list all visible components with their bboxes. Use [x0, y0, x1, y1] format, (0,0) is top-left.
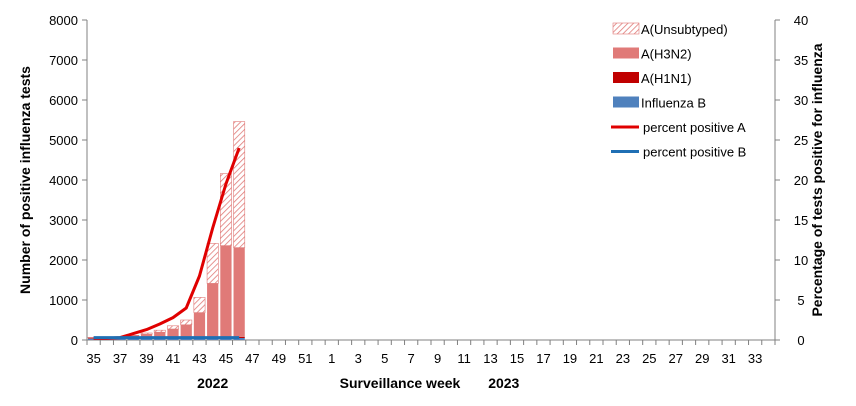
legend-label: A(H1N1): [641, 71, 692, 86]
x-tick-label: 31: [721, 351, 735, 366]
bar-influenza-b: [167, 338, 179, 340]
x-tick-label: 43: [192, 351, 206, 366]
bar-a-unsubtyped-: [220, 173, 232, 246]
right-tick-label: 5: [797, 293, 804, 308]
left-axis-title: Number of positive influenza tests: [17, 66, 33, 294]
right-tick-label: 15: [794, 213, 808, 228]
x-tick-label: 21: [589, 351, 603, 366]
bar-influenza-b: [114, 338, 126, 340]
left-tick-label: 1000: [49, 293, 78, 308]
bar-influenza-b: [140, 338, 153, 340]
legend-label: percent positive B: [643, 145, 746, 160]
bar-influenza-b: [127, 338, 139, 340]
bars-layer: [87, 121, 246, 340]
bar-influenza-b: [193, 338, 206, 340]
left-tick-label: 5000: [49, 133, 78, 148]
bar-a-h3n2-: [220, 245, 232, 337]
x-tick-label: 51: [298, 351, 312, 366]
right-axis-title: Percentage of tests positive for influen…: [809, 43, 825, 316]
bar-a-h3n2-: [154, 332, 166, 339]
right-tick-label: 40: [794, 13, 808, 28]
axes-layer: [82, 19, 780, 345]
x-tick-label: 23: [616, 351, 630, 366]
left-tick-label: 0: [71, 333, 78, 348]
right-tick-label: 35: [794, 53, 808, 68]
bar-a-h3n2-: [233, 247, 245, 337]
left-tick-label: 2000: [49, 253, 78, 268]
year-label: 2023: [488, 375, 519, 391]
left-tick-label: 7000: [49, 53, 78, 68]
x-tick-label: 33: [748, 351, 762, 366]
legend-swatch: [613, 72, 639, 83]
year-label: 2022: [197, 375, 228, 391]
bar-a-unsubtyped-: [233, 121, 246, 248]
x-tick-label: 17: [536, 351, 550, 366]
x-tick-label: 45: [219, 351, 233, 366]
bar-a-unsubtyped-: [193, 297, 206, 313]
x-tick-label: 37: [113, 351, 127, 366]
x-tick-label: 9: [434, 351, 441, 366]
x-axis-title: Surveillance week: [340, 375, 461, 391]
x-tick-label: 49: [272, 351, 286, 366]
bar-a-unsubtyped-: [167, 325, 179, 330]
right-tick-label: 25: [794, 133, 808, 148]
x-tick-label: 29: [695, 351, 709, 366]
legend-label: percent positive A: [643, 120, 746, 135]
x-tick-label: 3: [355, 351, 362, 366]
x-tick-label: 5: [381, 351, 388, 366]
left-tick-label: 6000: [49, 93, 78, 108]
legend-swatch: [612, 22, 640, 35]
bar-a-h3n2-: [207, 283, 219, 338]
right-tick-label: 30: [794, 93, 808, 108]
x-tick-label: 39: [139, 351, 153, 366]
x-tick-label: 19: [563, 351, 577, 366]
x-tick-label: 35: [86, 351, 100, 366]
bar-influenza-b: [180, 338, 192, 340]
bar-a-unsubtyped-: [140, 332, 153, 335]
legend: A(Unsubtyped) A(H3N2) A(H1N1) Influenza B pe…: [611, 22, 746, 160]
right-tick-label: 20: [794, 173, 808, 188]
bar-influenza-b: [154, 338, 166, 340]
legend-swatch: [613, 47, 639, 59]
x-tick-label: 13: [483, 351, 497, 366]
left-tick-label: 3000: [49, 213, 78, 228]
bar-a-unsubtyped-: [153, 329, 166, 333]
bar-a-h3n2-: [193, 312, 206, 338]
x-tick-label: 15: [510, 351, 524, 366]
x-tick-label: 27: [669, 351, 683, 366]
legend-label: A(Unsubtyped): [641, 22, 728, 37]
labels-layer: 0100020003000400050006000700080000510152…: [17, 13, 825, 391]
left-tick-label: 8000: [49, 13, 78, 28]
x-tick-label: 1: [328, 351, 335, 366]
right-tick-label: 10: [794, 253, 808, 268]
bar-a-h3n2-: [167, 329, 179, 339]
legend-label: Influenza B: [641, 96, 706, 111]
bar-a-unsubtyped-: [180, 319, 193, 326]
left-tick-label: 4000: [49, 173, 78, 188]
legend-label: A(H3N2): [641, 47, 692, 62]
x-tick-label: 47: [245, 351, 259, 366]
legend-swatch: [613, 96, 639, 108]
x-tick-label: 11: [457, 351, 471, 366]
x-tick-label: 7: [408, 351, 415, 366]
x-tick-label: 41: [166, 351, 180, 366]
bar-a-h3n2-: [180, 324, 192, 338]
right-tick-label: 0: [797, 333, 804, 348]
lines-layer: [93, 147, 241, 340]
x-tick-label: 25: [642, 351, 656, 366]
bar-a-unsubtyped-: [206, 243, 219, 284]
